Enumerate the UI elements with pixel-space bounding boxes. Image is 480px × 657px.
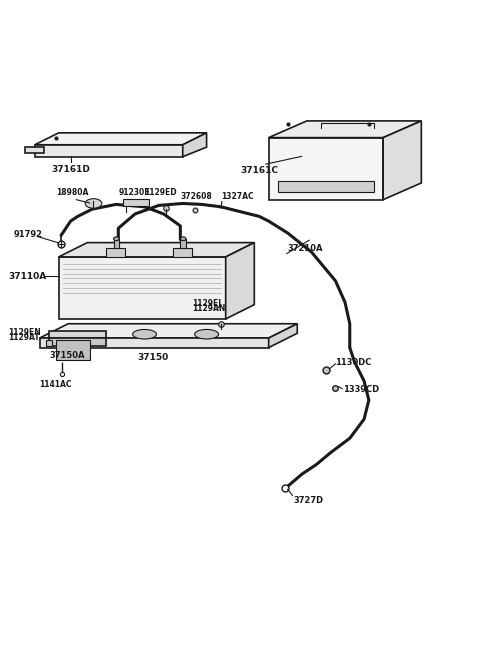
- Bar: [114, 238, 119, 248]
- Ellipse shape: [132, 329, 156, 339]
- Text: 37161D: 37161D: [51, 165, 90, 174]
- Text: 91792: 91792: [13, 229, 42, 238]
- Text: 37110A: 37110A: [9, 271, 47, 281]
- Bar: [180, 238, 186, 248]
- Text: 1129ED: 1129ED: [144, 189, 177, 197]
- Text: 18980A: 18980A: [56, 189, 89, 197]
- Polygon shape: [269, 121, 421, 137]
- Ellipse shape: [85, 198, 102, 208]
- Polygon shape: [183, 133, 206, 157]
- Text: 37210A: 37210A: [288, 244, 323, 253]
- Text: 37150A: 37150A: [49, 351, 84, 360]
- Text: 1339CD: 1339CD: [343, 384, 379, 394]
- Polygon shape: [383, 121, 421, 200]
- Text: 1129EJ: 1129EJ: [192, 300, 221, 308]
- Bar: [56, 340, 90, 359]
- Bar: [123, 199, 149, 206]
- Polygon shape: [59, 242, 254, 257]
- Text: 1129AT: 1129AT: [9, 333, 40, 342]
- Polygon shape: [226, 242, 254, 319]
- Ellipse shape: [180, 237, 186, 240]
- Text: 91230F: 91230F: [118, 189, 150, 197]
- Text: 1129EN: 1129EN: [9, 328, 41, 337]
- Text: 1327AC: 1327AC: [221, 192, 253, 200]
- Text: 1130DC: 1130DC: [336, 358, 372, 367]
- Polygon shape: [59, 257, 226, 319]
- Text: 3727D: 3727D: [294, 497, 324, 505]
- Bar: [107, 248, 125, 257]
- Polygon shape: [49, 338, 107, 346]
- Text: 1141AC: 1141AC: [39, 380, 72, 389]
- Polygon shape: [35, 133, 206, 145]
- Text: 37150: 37150: [137, 353, 168, 362]
- Ellipse shape: [114, 237, 119, 240]
- Ellipse shape: [195, 329, 218, 339]
- Polygon shape: [39, 324, 297, 338]
- Polygon shape: [25, 147, 44, 153]
- Polygon shape: [49, 331, 107, 338]
- Polygon shape: [35, 145, 183, 157]
- Text: 372608: 372608: [180, 192, 212, 200]
- Text: 1129AN: 1129AN: [192, 304, 226, 313]
- Polygon shape: [269, 137, 383, 200]
- Polygon shape: [278, 181, 373, 193]
- Text: 37161C: 37161C: [240, 166, 278, 175]
- Bar: [173, 248, 192, 257]
- Polygon shape: [269, 324, 297, 348]
- Polygon shape: [39, 338, 269, 348]
